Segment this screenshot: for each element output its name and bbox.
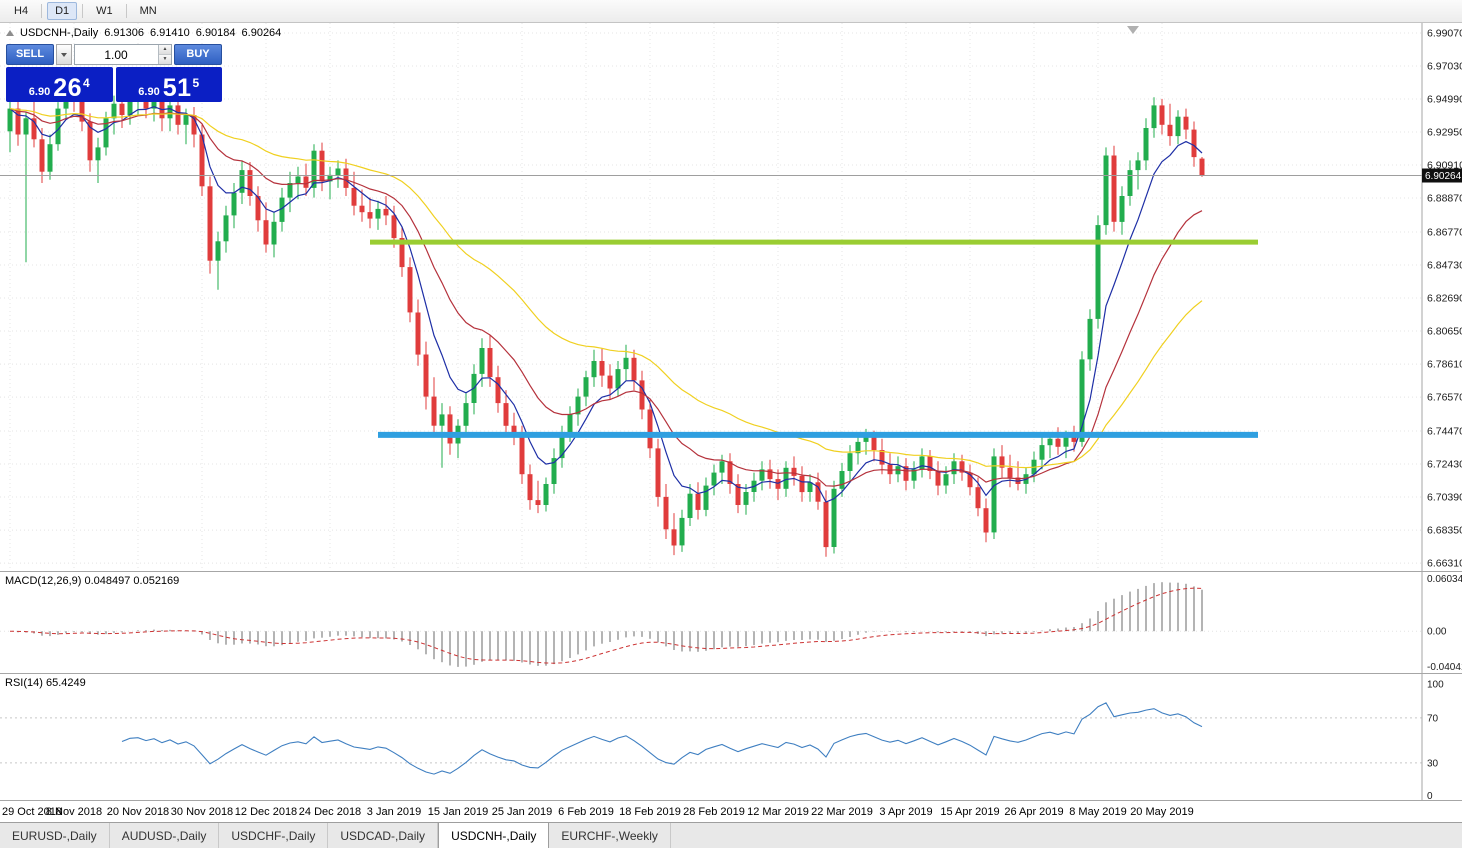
time-axis-label: 3 Apr 2019 <box>879 806 933 818</box>
price-axis-label: 6.86770 <box>1427 227 1462 239</box>
symbol-period-label: USDCNH-,Daily <box>20 27 99 39</box>
time-axis-label: 20 May 2019 <box>1130 806 1194 818</box>
chevron-down-icon <box>61 52 67 57</box>
chart-tab-usdcnh-daily[interactable]: USDCNH-,Daily <box>438 823 550 848</box>
period-button-h4[interactable]: H4 <box>14 5 29 17</box>
ohlc-close: 6.90264 <box>241 27 282 39</box>
period-button-mn[interactable]: MN <box>139 5 157 17</box>
time-axis-label: 26 Apr 2019 <box>1004 806 1064 818</box>
toolbar-separator <box>125 4 127 18</box>
price-axis-label: 6.94990 <box>1427 94 1462 106</box>
time-axis-label: 24 Dec 2018 <box>298 806 362 818</box>
sell-button[interactable]: SELL <box>6 44 54 65</box>
chart-shift-icon[interactable] <box>1127 26 1139 34</box>
sell-price-prefix: 6.90 <box>28 86 51 98</box>
chart-title: USDCNH-,Daily 6.91306 6.91410 6.90184 6.… <box>6 27 281 39</box>
volume-dropdown[interactable] <box>56 44 72 65</box>
time-axis-label: 6 Feb 2019 <box>558 806 614 818</box>
rsi-pane[interactable]: 100 70 30 0 RSI(14) 65.4249 <box>0 673 1462 800</box>
sell-price-pip: 4 <box>83 76 90 90</box>
period-button-w1[interactable]: W1 <box>96 5 113 17</box>
macd-axis-label: 0.060342 <box>1427 574 1462 585</box>
main-chart-pane[interactable]: 6.99070 6.97030 6.94990 6.92950 6.90910 6.888… <box>0 23 1462 571</box>
macd-label: MACD(12,26,9) 0.048497 0.052169 <box>5 575 180 587</box>
buy-price-prefix: 6.90 <box>138 86 160 98</box>
price-axis-label: 6.74470 <box>1427 426 1462 438</box>
chart-tab-usdcad-daily[interactable]: USDCAD-,Daily <box>328 823 439 848</box>
price-axis-label: 6.92950 <box>1427 127 1462 139</box>
timeframe-toolbar: H4 D1 W1 MN <box>0 0 1462 23</box>
chart-tab-bar: EURUSD-,Daily AUDUSD-,Daily USDCHF-,Daily U… <box>0 822 1462 848</box>
sell-price-main: 26 <box>53 74 83 102</box>
time-axis-label: 15 Apr 2019 <box>940 806 1000 818</box>
price-axis-label: 6.99070 <box>1427 28 1462 40</box>
chart-tab-usdchf-daily[interactable]: USDCHF-,Daily <box>219 823 329 848</box>
volume-field-wrap: ▲ ▼ <box>74 44 172 65</box>
macd-axis-label: 0.00 <box>1427 627 1447 638</box>
ohlc-open: 6.91306 <box>104 27 144 39</box>
buy-button[interactable]: BUY <box>174 44 222 65</box>
price-axis-label: 6.70390 <box>1427 492 1462 504</box>
price-axis-label: 6.72430 <box>1427 459 1462 471</box>
price-axis-label: 6.82690 <box>1427 293 1462 305</box>
rsi-axis-label: 70 <box>1427 713 1439 724</box>
rsi-axis-label: 30 <box>1427 758 1439 769</box>
price-axis-label: 6.88870 <box>1427 193 1462 205</box>
period-buttons: H4 D1 W1 MN <box>5 2 166 20</box>
rsi-axis-label: 0 <box>1427 791 1433 800</box>
rsi-canvas[interactable]: 100 70 30 0 <box>0 674 1462 800</box>
price-axis-label: 6.97030 <box>1427 61 1462 73</box>
price-axis-label: 6.66310 <box>1427 558 1462 570</box>
time-axis-label: 12 Dec 2018 <box>234 806 298 818</box>
time-axis-label: 12 Mar 2019 <box>747 806 809 818</box>
buy-price-box[interactable]: 6.90 51 5 <box>115 67 222 102</box>
current-price-tag: 6.90264 <box>1422 168 1462 183</box>
time-axis-label: 22 Mar 2019 <box>811 806 873 818</box>
volume-input[interactable] <box>75 45 171 64</box>
main-chart-canvas[interactable]: 6.990706.970306.949906.929506.909106.888… <box>0 23 1462 571</box>
rsi-label: RSI(14) 65.4249 <box>5 677 86 689</box>
toolbar-separator <box>41 4 43 18</box>
volume-spinner: ▲ ▼ <box>158 45 171 64</box>
time-axis-label: 15 Jan 2019 <box>427 806 489 818</box>
trade-panel-collapse-icon[interactable] <box>6 30 14 36</box>
price-axis-label: 6.76570 <box>1427 392 1462 404</box>
time-axis-label: 30 Nov 2018 <box>170 806 234 818</box>
price-axis-label: 6.80650 <box>1427 326 1462 338</box>
time-axis-label: 29 Oct 2018 <box>2 806 62 818</box>
price-axis-label: 6.68350 <box>1427 525 1462 537</box>
ohlc-high: 6.91410 <box>150 27 190 39</box>
time-axis-label: 8 Nov 2018 <box>45 806 103 818</box>
macd-canvas[interactable]: 0.060342 0.00 -0.040415 <box>0 572 1462 673</box>
period-button-d1[interactable]: D1 <box>47 2 78 20</box>
chart-tab-eurusd-daily[interactable]: EURUSD-,Daily <box>0 823 110 848</box>
price-axis-label: 6.78610 <box>1427 359 1462 371</box>
volume-decrement-button[interactable]: ▼ <box>159 54 171 64</box>
buy-price-pip: 5 <box>192 76 200 90</box>
volume-increment-button[interactable]: ▲ <box>159 45 171 54</box>
time-axis-label: 8 May 2019 <box>1069 806 1127 818</box>
macd-pane[interactable]: 0.060342 0.00 -0.040415 MACD(12,26,9) 0.04… <box>0 571 1462 673</box>
one-click-trade-panel: SELL ▲ ▼ BUY 6.90 26 4 6.90 51 <box>6 44 222 102</box>
ohlc-low: 6.90184 <box>195 27 236 39</box>
current-price-tag-text: 6.90264 <box>1425 171 1462 182</box>
time-axis[interactable]: 29 Oct 2018 8 Nov 2018 20 Nov 2018 30 Nov 2… <box>0 800 1462 822</box>
buy-price-main: 51 <box>162 74 192 102</box>
chart-tab-audusd-daily[interactable]: AUDUSD-,Daily <box>110 823 220 848</box>
toolbar-separator <box>82 4 84 18</box>
price-axis-label: 6.84730 <box>1427 260 1462 272</box>
sell-price-box[interactable]: 6.90 26 4 <box>6 67 113 102</box>
rsi-axis-label: 100 <box>1427 680 1444 691</box>
time-axis-label: 3 Jan 2019 <box>366 806 422 818</box>
time-axis-label: 20 Nov 2018 <box>106 806 170 818</box>
time-axis-label: 18 Feb 2019 <box>619 806 681 818</box>
time-axis-label: 25 Jan 2019 <box>491 806 553 818</box>
time-axis-label: 28 Feb 2019 <box>683 806 745 818</box>
macd-axis-label: -0.040415 <box>1427 662 1462 673</box>
chart-tab-eurchf-weekly[interactable]: EURCHF-,Weekly <box>549 823 671 848</box>
